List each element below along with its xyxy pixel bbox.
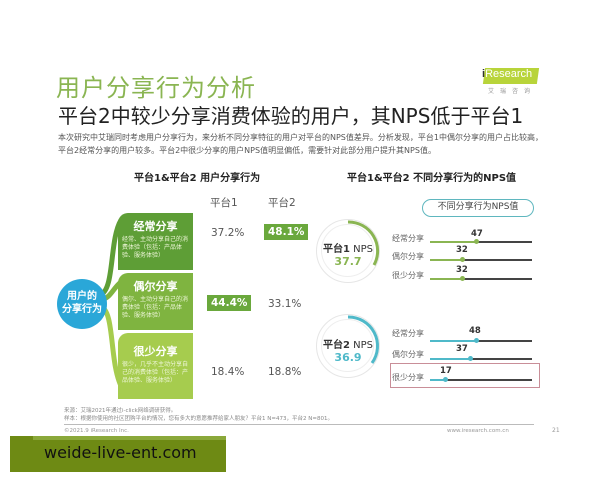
watermark-banner xyxy=(10,436,226,472)
col-header-platform1: 平台1 xyxy=(210,197,238,209)
nps-legend-badge: 不同分享行为NPS值 xyxy=(422,199,534,217)
right-panel-title: 平台1&平台2 不同分享行为的NPS值 xyxy=(347,173,517,184)
pct-p1-rare: 18.4% xyxy=(211,366,245,378)
footnote-source: 来源：艾瑞2021年通过i-click网络调研获得。 xyxy=(64,408,177,414)
card-desc: 经常、主动分享自己的消费体验（包括：产品体验、服务体验） xyxy=(122,236,189,259)
intro-paragraph: 本次研究中艾瑞同时考虑用户分享行为，来分析不同分享特征的用户对平台的NPS值差异… xyxy=(58,133,543,155)
pct-p1-occasional: 44.4% xyxy=(207,295,252,311)
footer-divider xyxy=(64,424,534,425)
footnote: 来源：艾瑞2021年通过i-click网络调研获得。 样本：根据你使用的社区团购… xyxy=(64,407,333,423)
center-circle-share-behavior: 用户的 分享行为 xyxy=(57,279,107,329)
pct-p2-frequent: 48.1% xyxy=(264,224,309,240)
p2-bar-dot xyxy=(474,338,479,343)
copyright: ©2021.9 iResearch Inc. xyxy=(64,428,129,434)
website-link[interactable]: www.iresearch.com.cn xyxy=(447,428,509,434)
p1-bar-label-occasional: 偶尔分享 xyxy=(392,252,424,261)
p1-bar-dot xyxy=(474,239,479,244)
watermark-strip xyxy=(33,436,226,440)
p2-bar-value-frequent: 48 xyxy=(469,326,481,336)
pct-p2-occasional: 33.1% xyxy=(268,298,302,310)
p2-bar-label-rare: 很少分享 xyxy=(392,373,424,382)
card-occasional-share: 偶尔分享 偶尔、主动分享自己的消费体验（包括：产品体验、服务体验） xyxy=(118,273,193,330)
p2-bar-value-rare: 17 xyxy=(440,366,452,376)
col-header-platform2: 平台2 xyxy=(268,197,296,209)
highlight-box-rare-share xyxy=(390,363,540,388)
p1-bar-dot xyxy=(460,257,465,262)
p2-bar-dot xyxy=(468,356,473,361)
p1-bar-dot xyxy=(460,276,465,281)
card-title: 经常分享 xyxy=(133,220,178,233)
p2-bar-dot xyxy=(443,377,448,382)
p2-bar-label-frequent: 经常分享 xyxy=(392,329,424,338)
platform1-ring-arc xyxy=(347,220,380,266)
pct-p1-frequent: 37.2% xyxy=(211,227,245,239)
platform2-nps-label: 平台2 NPS xyxy=(322,340,373,351)
p1-bar-value-frequent: 47 xyxy=(471,229,483,239)
logo-text: iResearch xyxy=(482,68,533,80)
p2-bar-value-occasional: 37 xyxy=(456,344,468,354)
platform1-nps-value: 37.7 xyxy=(334,255,362,268)
footnote-sample: 样本：根据你使用的社区团购平台的情况，您有多大的意愿推荐给家人朋友？平台1 N=… xyxy=(64,416,333,422)
platform2-nps-value: 36.9 xyxy=(334,351,362,364)
pct-p2-rare: 18.8% xyxy=(268,366,302,378)
left-panel-title: 平台1&平台2 用户分享行为 xyxy=(134,173,261,184)
card-desc: 很少，几乎不主动分享自己的消费体验（包括：产品体验、服务体验） xyxy=(122,361,189,384)
p1-bar-value-rare: 32 xyxy=(456,265,468,275)
platform1-nps-ring xyxy=(316,219,380,283)
platform1-nps-label: 平台1 NPS xyxy=(322,244,373,255)
p1-bar-value-occasional: 32 xyxy=(456,245,468,255)
card-title: 偶尔分享 xyxy=(133,280,178,293)
card-frequent-share: 经常分享 经常、主动分享自己的消费体验（包括：产品体验、服务体验） xyxy=(118,213,193,270)
p1-bar-label-rare: 很少分享 xyxy=(392,271,424,280)
page-subtitle: 平台2中较少分享消费体验的用户，其NPS低于平台1 xyxy=(58,104,524,128)
p1-bar-label-frequent: 经常分享 xyxy=(392,234,424,243)
card-title: 很少分享 xyxy=(133,345,178,358)
platform2-nps-ring xyxy=(316,314,380,378)
iresearch-logo: iResearch 艾瑞咨询 xyxy=(478,66,544,96)
logo-cn-text: 艾瑞咨询 xyxy=(488,88,537,95)
p2-bar-label-occasional: 偶尔分享 xyxy=(392,350,424,359)
platform2-ring-arc xyxy=(347,315,379,364)
watermark-text: weide-live-ent.com xyxy=(44,443,197,462)
card-desc: 偶尔、主动分享自己的消费体验（包括：产品体验、服务体验） xyxy=(122,296,189,319)
card-rare-share: 很少分享 很少，几乎不主动分享自己的消费体验（包括：产品体验、服务体验） xyxy=(118,333,193,399)
page-number: 21 xyxy=(552,427,560,434)
page-title: 用户分享行为分析 xyxy=(56,74,256,102)
